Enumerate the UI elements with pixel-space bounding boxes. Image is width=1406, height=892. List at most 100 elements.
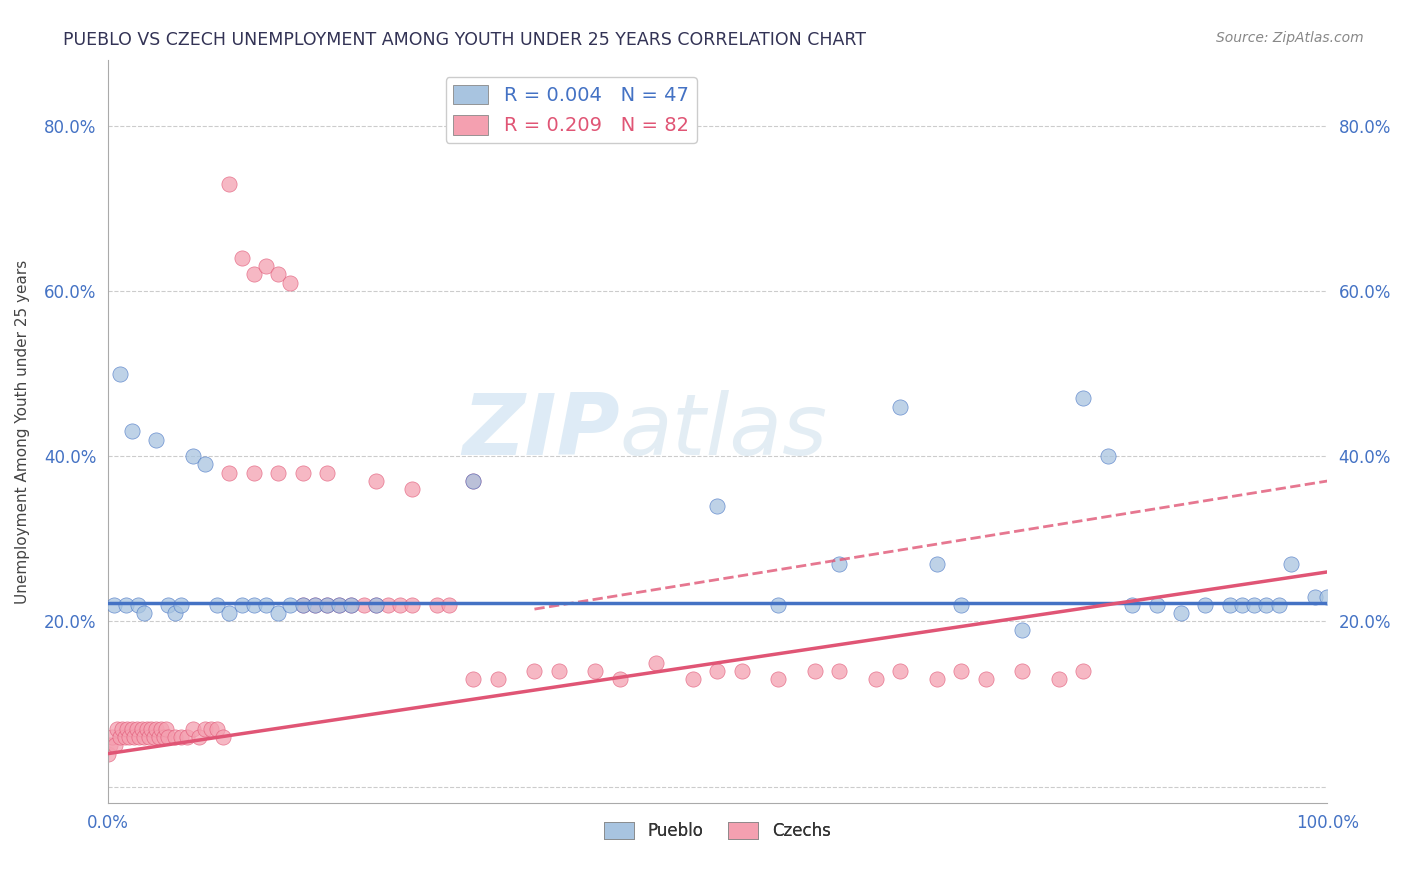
- Point: [768, 598, 790, 612]
- Point: [148, 730, 170, 744]
- Point: [828, 557, 851, 571]
- Point: [121, 722, 143, 736]
- Point: [188, 730, 211, 744]
- Point: [377, 598, 399, 612]
- Point: [585, 664, 607, 678]
- Point: [463, 474, 485, 488]
- Point: [254, 259, 277, 273]
- Point: [706, 499, 728, 513]
- Point: [291, 598, 314, 612]
- Point: [125, 722, 148, 736]
- Point: [804, 664, 827, 678]
- Point: [145, 433, 167, 447]
- Point: [157, 730, 180, 744]
- Point: [170, 598, 193, 612]
- Point: [135, 722, 157, 736]
- Point: [121, 425, 143, 439]
- Point: [731, 664, 754, 678]
- Point: [925, 673, 948, 687]
- Point: [163, 606, 186, 620]
- Point: [304, 598, 326, 612]
- Point: [1194, 598, 1216, 612]
- Point: [1170, 606, 1192, 620]
- Point: [142, 730, 165, 744]
- Point: [768, 673, 790, 687]
- Point: [1316, 590, 1339, 604]
- Text: PUEBLO VS CZECH UNEMPLOYMENT AMONG YOUTH UNDER 25 YEARS CORRELATION CHART: PUEBLO VS CZECH UNEMPLOYMENT AMONG YOUTH…: [63, 31, 866, 49]
- Point: [163, 730, 186, 744]
- Point: [267, 606, 290, 620]
- Point: [340, 598, 363, 612]
- Point: [243, 466, 266, 480]
- Point: [152, 730, 174, 744]
- Point: [267, 466, 290, 480]
- Point: [1303, 590, 1326, 604]
- Point: [547, 664, 569, 678]
- Point: [114, 598, 136, 612]
- Point: [974, 673, 997, 687]
- Point: [132, 730, 155, 744]
- Point: [389, 598, 412, 612]
- Point: [1047, 673, 1070, 687]
- Point: [865, 673, 887, 687]
- Point: [1256, 598, 1278, 612]
- Point: [131, 722, 153, 736]
- Point: [98, 739, 121, 753]
- Point: [1011, 623, 1033, 637]
- Point: [889, 664, 911, 678]
- Point: [218, 466, 240, 480]
- Text: ZIP: ZIP: [463, 390, 620, 473]
- Point: [609, 673, 631, 687]
- Point: [231, 598, 253, 612]
- Point: [1073, 392, 1095, 406]
- Point: [645, 656, 668, 670]
- Point: [1146, 598, 1168, 612]
- Point: [1097, 449, 1119, 463]
- Point: [304, 598, 326, 612]
- Point: [486, 673, 509, 687]
- Point: [925, 557, 948, 571]
- Point: [127, 598, 149, 612]
- Text: atlas: atlas: [620, 390, 828, 473]
- Point: [280, 598, 302, 612]
- Point: [176, 730, 198, 744]
- Point: [1279, 557, 1302, 571]
- Point: [291, 466, 314, 480]
- Point: [103, 598, 125, 612]
- Text: Source: ZipAtlas.com: Source: ZipAtlas.com: [1216, 31, 1364, 45]
- Point: [353, 598, 375, 612]
- Point: [145, 722, 167, 736]
- Point: [364, 474, 387, 488]
- Point: [128, 730, 150, 744]
- Y-axis label: Unemployment Among Youth under 25 years: Unemployment Among Youth under 25 years: [15, 260, 30, 604]
- Point: [207, 722, 229, 736]
- Point: [950, 598, 973, 612]
- Point: [218, 606, 240, 620]
- Point: [401, 598, 423, 612]
- Point: [426, 598, 449, 612]
- Point: [200, 722, 222, 736]
- Point: [463, 474, 485, 488]
- Point: [254, 598, 277, 612]
- Point: [463, 673, 485, 687]
- Point: [96, 747, 118, 761]
- Point: [523, 664, 546, 678]
- Point: [181, 449, 204, 463]
- Point: [316, 466, 339, 480]
- Point: [706, 664, 728, 678]
- Point: [111, 722, 134, 736]
- Point: [1121, 598, 1143, 612]
- Point: [138, 730, 160, 744]
- Point: [170, 730, 193, 744]
- Point: [1011, 664, 1033, 678]
- Point: [181, 722, 204, 736]
- Point: [316, 598, 339, 612]
- Point: [101, 730, 124, 744]
- Point: [157, 598, 180, 612]
- Point: [114, 730, 136, 744]
- Point: [132, 606, 155, 620]
- Point: [141, 722, 163, 736]
- Point: [194, 722, 217, 736]
- Point: [124, 730, 146, 744]
- Point: [401, 483, 423, 497]
